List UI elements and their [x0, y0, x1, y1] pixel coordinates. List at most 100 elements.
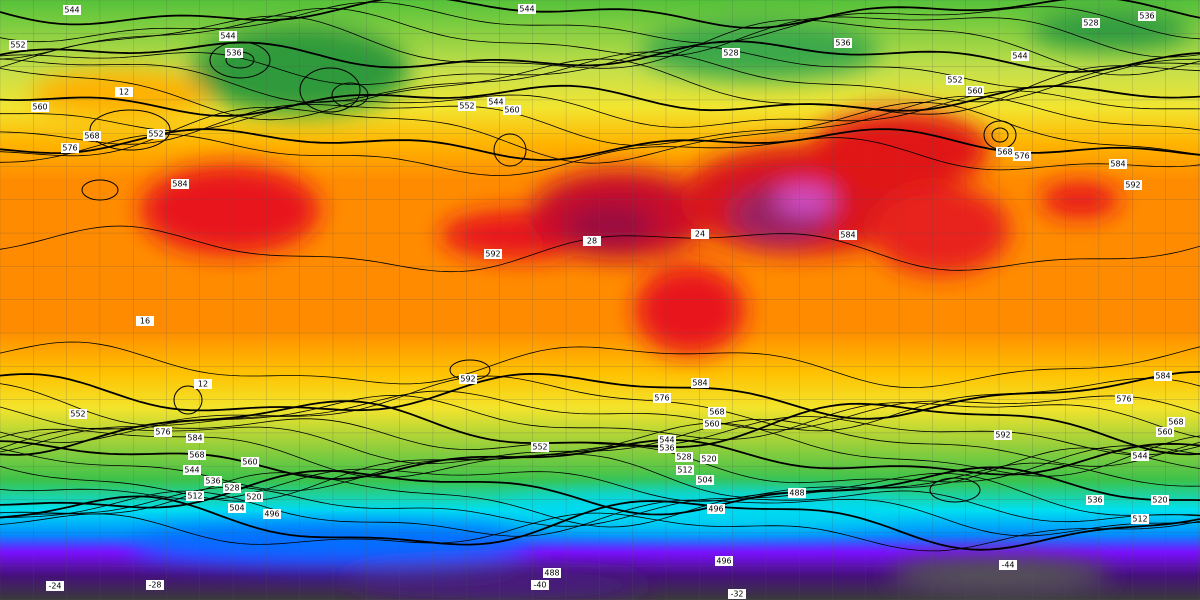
- contour-closed: [89, 109, 171, 151]
- label-box: [136, 316, 154, 326]
- contour-label: 568: [84, 132, 99, 141]
- contour-label: 560: [704, 420, 719, 429]
- label-box: [531, 442, 549, 452]
- label-box: [219, 31, 237, 41]
- label-box: [999, 560, 1017, 570]
- contour-label: 560: [242, 458, 257, 467]
- color-fields: [30, 10, 1190, 599]
- contour-label: 528: [1083, 19, 1098, 28]
- contour-label: 496: [708, 505, 723, 514]
- contour-label: 544: [220, 32, 235, 41]
- contour-label: 568: [997, 148, 1012, 157]
- contour-label: 488: [789, 489, 804, 498]
- label-box: [186, 433, 204, 443]
- label-box: [61, 143, 79, 153]
- label-box: [1115, 394, 1133, 404]
- label-box: [1131, 451, 1149, 461]
- contour-label: 544: [659, 436, 674, 445]
- label-box: [966, 86, 984, 96]
- label-box: [1109, 159, 1127, 169]
- label-box: [245, 492, 263, 502]
- contour-closed: [331, 82, 369, 108]
- label-box: [46, 581, 64, 591]
- contour-label: 520: [246, 493, 261, 502]
- contour-label: 560: [32, 103, 47, 112]
- contour-label: 592: [995, 431, 1010, 440]
- contour-label: 544: [519, 5, 534, 14]
- contour-label: 576: [1116, 395, 1131, 404]
- label-box: [484, 249, 502, 259]
- contour-label: 536: [205, 477, 220, 486]
- contour-closed: [81, 179, 119, 201]
- contour-line: [0, 7, 1200, 60]
- label-box: [241, 457, 259, 467]
- contour-label: 552: [10, 41, 25, 50]
- contour-label: 544: [488, 98, 503, 107]
- contour-label: 560: [504, 106, 519, 115]
- contour-line: [0, 486, 1200, 527]
- label-box: [188, 450, 206, 460]
- label-box: [263, 509, 281, 519]
- contour-label: 488: [544, 569, 559, 578]
- contour-label: 536: [659, 444, 674, 453]
- label-box: [487, 97, 505, 107]
- label-box: [676, 465, 694, 475]
- label-box: [696, 475, 714, 485]
- contour-line: [0, 0, 1200, 29]
- contour-line: [0, 495, 1200, 551]
- label-box: [658, 443, 676, 453]
- contour-label: 584: [1155, 372, 1170, 381]
- contour-line: [0, 133, 1200, 176]
- contour-line: [0, 45, 1200, 89]
- contour-label: 528: [676, 453, 691, 462]
- contour-line: [0, 466, 1200, 516]
- contour-label: 496: [716, 557, 731, 566]
- label-box: [946, 75, 964, 85]
- contour-label: 584: [187, 434, 202, 443]
- label-box: [583, 236, 601, 246]
- contour-label: 512: [1132, 515, 1147, 524]
- contour-label: 544: [1132, 452, 1147, 461]
- contour-label: 592: [485, 250, 500, 259]
- contour-label: 504: [229, 504, 244, 513]
- contour-label: 552: [148, 130, 163, 139]
- label-box: [788, 488, 806, 498]
- contour-label: 584: [840, 231, 855, 240]
- label-box: [1082, 18, 1100, 28]
- label-box: [531, 580, 549, 590]
- label-box: [708, 407, 726, 417]
- label-box: [839, 230, 857, 240]
- contour-label: 584: [172, 180, 187, 189]
- label-box: [1124, 180, 1142, 190]
- contour-closed: [299, 67, 361, 113]
- label-box: [147, 129, 165, 139]
- contour-label: 576: [155, 428, 170, 437]
- label-box: [69, 409, 87, 419]
- label-box: [700, 454, 718, 464]
- label-box: [186, 491, 204, 501]
- contour-label: 528: [723, 49, 738, 58]
- contour-label: 592: [460, 375, 475, 384]
- contour-label: -40: [533, 581, 546, 590]
- label-box: [1151, 495, 1169, 505]
- label-box: [458, 101, 476, 111]
- contour-label: 560: [1157, 428, 1172, 437]
- contour-label: 24: [695, 230, 705, 239]
- contour-label: 576: [1014, 152, 1029, 161]
- label-box: [715, 556, 733, 566]
- contour-closed: [209, 41, 271, 79]
- contour-label: 504: [697, 476, 712, 485]
- contour-label: 536: [835, 39, 850, 48]
- label-box: [31, 102, 49, 112]
- contour-label: 536: [1139, 12, 1154, 21]
- label-box: [154, 427, 172, 437]
- label-box: [543, 568, 561, 578]
- label-box: [1154, 371, 1172, 381]
- contour-line: [0, 418, 1200, 467]
- contour-label: 584: [692, 379, 707, 388]
- label-box: [1138, 11, 1156, 21]
- label-box: [675, 452, 693, 462]
- contour-label: 552: [947, 76, 962, 85]
- label-box: [518, 4, 536, 14]
- contour-line: [0, 84, 1200, 117]
